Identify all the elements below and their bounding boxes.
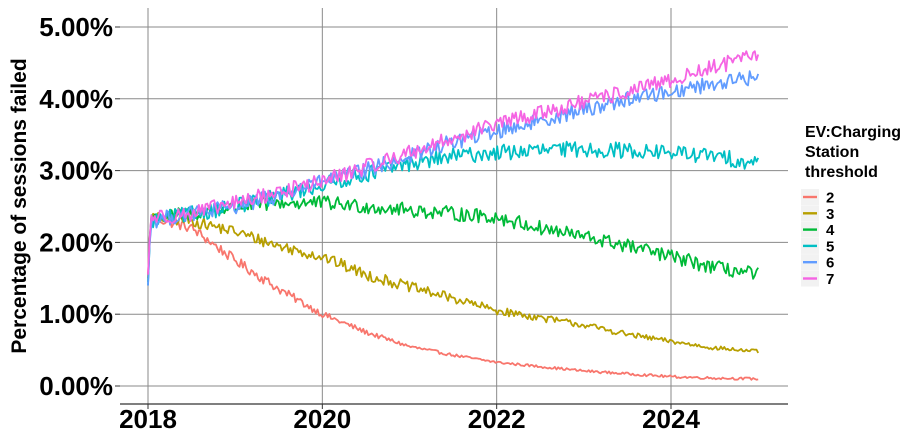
y-tick-label: 4.00%	[39, 84, 113, 114]
y-axis-ticks: 0.00% 1.00% 2.00% 3.00% 4.00% 5.00%	[39, 12, 120, 401]
x-tick-label: 2024	[642, 404, 700, 434]
series-line-6	[147, 70, 760, 286]
legend-label-7: 7	[826, 271, 834, 288]
series-line-3	[147, 212, 759, 354]
series-line-5	[147, 140, 760, 286]
x-tick-label: 2018	[119, 404, 177, 434]
grid-lines	[120, 8, 788, 404]
y-tick-label: 1.00%	[39, 299, 113, 329]
series-lines	[147, 50, 760, 381]
legend-title-line-3: threshold	[805, 164, 878, 181]
legend-title-line-1: EV:Charging	[805, 124, 901, 141]
legend-label-5: 5	[826, 238, 834, 255]
legend-label-4: 4	[826, 222, 835, 239]
legend-title-line-2: Station	[805, 144, 859, 161]
x-tick-label: 2020	[293, 404, 351, 434]
legend-label-2: 2	[826, 190, 834, 207]
x-axis-ticks: 2018 2020 2022 2024	[119, 404, 700, 434]
legend-label-3: 3	[826, 206, 834, 223]
y-tick-label: 0.00%	[39, 371, 113, 401]
x-tick-label: 2022	[468, 404, 526, 434]
y-tick-label: 2.00%	[39, 227, 113, 257]
series-line-7	[147, 50, 760, 275]
y-tick-label: 5.00%	[39, 12, 113, 42]
y-tick-label: 3.00%	[39, 156, 113, 186]
series-line-2	[147, 214, 759, 381]
y-axis-title: Percentage of sessions failed	[8, 58, 31, 353]
legend-label-6: 6	[826, 255, 834, 272]
